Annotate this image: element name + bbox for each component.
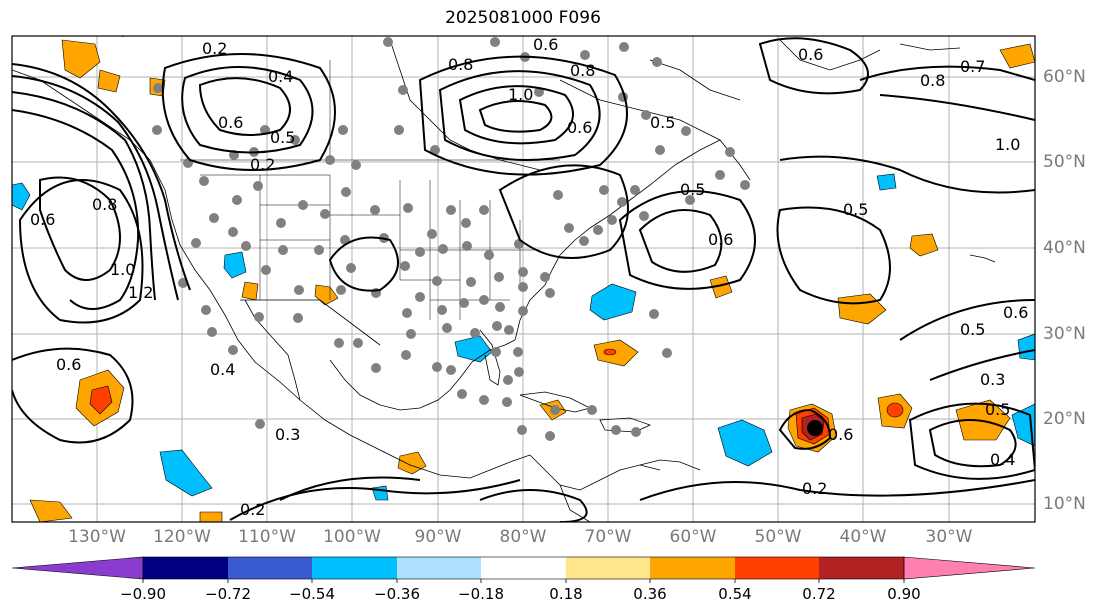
state-borders [200, 60, 540, 320]
svg-text:0.5: 0.5 [960, 320, 985, 339]
svg-text:0.8: 0.8 [448, 55, 473, 74]
colorbar-segment [11, 556, 144, 580]
lat-label: 30°N [1043, 324, 1086, 344]
svg-text:0.6: 0.6 [708, 230, 733, 249]
colorbar-segment [566, 557, 650, 579]
svg-text:0.5: 0.5 [270, 128, 295, 147]
colorbar-tick: 0.54 [718, 585, 752, 603]
storm-center-marker [807, 420, 823, 436]
svg-text:0.2: 0.2 [202, 39, 227, 58]
lon-label: 70°W [584, 527, 632, 547]
svg-text:0.4: 0.4 [268, 67, 293, 86]
svg-text:0.2: 0.2 [250, 155, 275, 174]
lat-label: 20°N [1043, 409, 1086, 429]
svg-text:1.2: 1.2 [128, 283, 153, 302]
colorbar-segment [903, 556, 1036, 580]
lon-label: 30°W [925, 527, 973, 547]
svg-text:0.6: 0.6 [567, 118, 592, 137]
svg-text:0.5: 0.5 [985, 400, 1010, 419]
lat-label: 60°N [1043, 67, 1086, 87]
colorbar-outline [142, 556, 905, 580]
colorbar-tick: 0.90 [887, 585, 921, 603]
colorbar-tick: −0.36 [374, 585, 420, 603]
contour-labels: 0.2 0.4 0.6 0.5 0.2 0.6 0.8 1.0 0.8 0.6 … [30, 35, 1028, 519]
svg-text:1.0: 1.0 [995, 135, 1020, 154]
colorbar-tick: −0.72 [205, 585, 251, 603]
svg-text:0.6: 0.6 [218, 113, 243, 132]
svg-text:0.6: 0.6 [1003, 303, 1028, 322]
station-dots [120, 36, 750, 441]
lon-label: 130°W [68, 527, 126, 547]
lon-label: 80°W [499, 527, 547, 547]
svg-text:0.2: 0.2 [802, 479, 827, 498]
lon-label: 100°W [323, 527, 381, 547]
svg-text:0.6: 0.6 [828, 425, 853, 444]
svg-text:0.6: 0.6 [798, 45, 823, 64]
svg-text:0.5: 0.5 [843, 200, 868, 219]
map-title: 2025081000 F096 [445, 8, 601, 28]
colorbar-tick: 0.36 [633, 585, 667, 603]
colorbar-segment [735, 557, 819, 579]
contour-lines [12, 37, 1035, 522]
lat-lon-grid [12, 36, 1035, 522]
colorbar-tick: −0.54 [289, 585, 335, 603]
colorbar-segment [228, 557, 312, 579]
lon-label: 110°W [238, 527, 296, 547]
colorbar-tick: 0.18 [549, 585, 583, 603]
lon-label: 120°W [153, 527, 211, 547]
lat-label: 10°N [1043, 494, 1086, 514]
colorbar-tick: 0.72 [802, 585, 836, 603]
lat-label: 50°N [1043, 152, 1086, 172]
svg-text:0.8: 0.8 [570, 61, 595, 80]
colorbar-segment [819, 557, 904, 579]
svg-text:0.8: 0.8 [92, 195, 117, 214]
colorbar-segment [481, 557, 566, 579]
svg-text:0.7: 0.7 [960, 57, 985, 76]
lat-label: 40°N [1043, 238, 1086, 258]
lon-label: 50°W [754, 527, 802, 547]
colorbar [11, 556, 1036, 583]
svg-text:0.6: 0.6 [30, 210, 55, 229]
svg-text:0.2: 0.2 [240, 500, 265, 519]
svg-text:0.4: 0.4 [210, 360, 235, 379]
weather-map: 0.2 0.4 0.6 0.5 0.2 0.6 0.8 1.0 0.8 0.6 … [11, 35, 1036, 523]
colorbar-segment [397, 557, 481, 579]
svg-text:0.4: 0.4 [990, 450, 1015, 469]
svg-text:0.3: 0.3 [275, 425, 300, 444]
svg-text:1.0: 1.0 [110, 260, 135, 279]
colorbar-tick: −0.90 [120, 585, 166, 603]
svg-text:0.8: 0.8 [920, 71, 945, 90]
svg-text:0.6: 0.6 [533, 35, 558, 54]
colorbar-tick: −0.18 [458, 585, 504, 603]
svg-text:0.6: 0.6 [56, 355, 81, 374]
lon-label: 40°W [839, 527, 887, 547]
lon-label: 90°W [414, 527, 462, 547]
svg-text:0.5: 0.5 [650, 113, 675, 132]
lon-label: 60°W [669, 527, 717, 547]
colorbar-segment [312, 557, 397, 579]
svg-text:0.3: 0.3 [980, 370, 1005, 389]
map-frame [11, 35, 1036, 523]
colorbar-segment [143, 557, 228, 579]
colorbar-segment [650, 557, 735, 579]
svg-text:1.0: 1.0 [508, 85, 533, 104]
svg-text:0.5: 0.5 [680, 180, 705, 199]
